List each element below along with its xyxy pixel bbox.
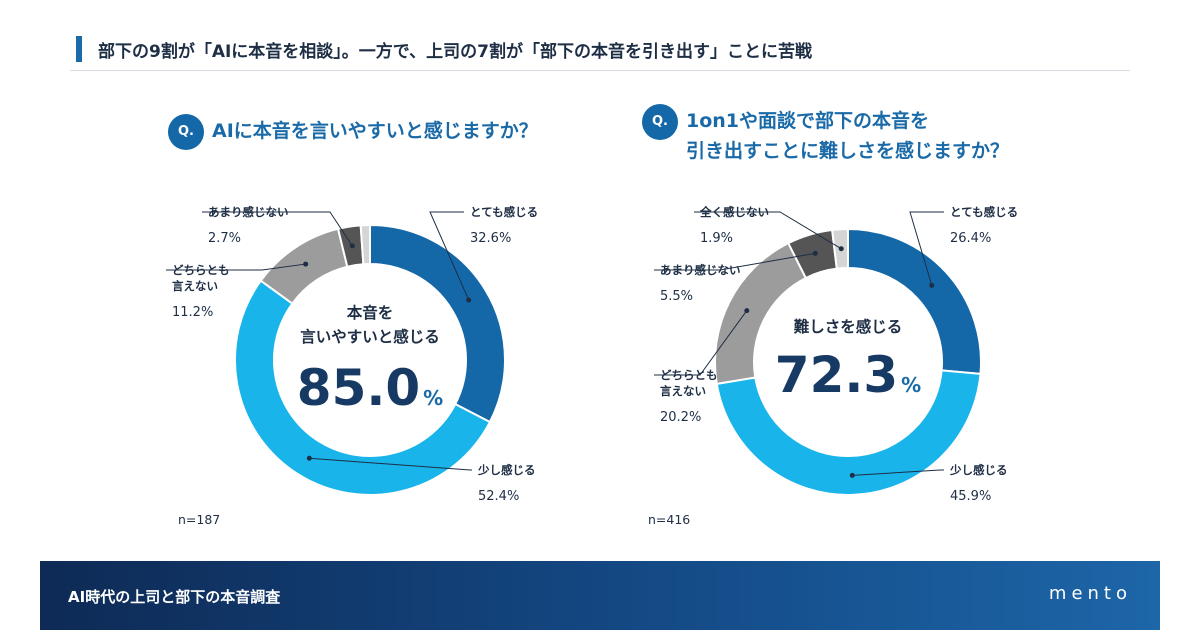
slice-value: 20.2% <box>660 410 701 425</box>
slice-value: 1.9% <box>700 231 733 246</box>
leader-dot <box>838 246 844 252</box>
leader-line <box>694 211 842 250</box>
slice-label: あまり感じない <box>208 205 289 219</box>
survey-title: AI時代の上司と部下の本音調査 <box>68 588 281 606</box>
slice-label: 言えない <box>172 279 218 293</box>
center-value: 72.3% <box>775 346 921 404</box>
slice-value: 45.9% <box>950 489 991 504</box>
question-title-line: AIに本音を言いやすいと感じますか？ <box>212 120 538 142</box>
question-title-line: 引き出すことに難しさを感じますか？ <box>686 140 1010 162</box>
leader-dot <box>929 282 935 288</box>
slice-label: 全く感じない <box>699 205 769 219</box>
slice-label: 少し感じる <box>949 463 1008 477</box>
leader-dot <box>303 261 309 267</box>
slice-value: 52.4% <box>478 489 519 504</box>
slice-label: どちらとも <box>172 263 230 277</box>
center-value-number: 72.3 <box>775 346 898 404</box>
brand-logo: mento <box>1048 583 1132 604</box>
donut-charts: とても感じる32.6%少し感じる52.4%どちらとも言えない11.2%あまり感じ… <box>166 205 1018 527</box>
leader-dot <box>849 472 855 478</box>
leader-dot <box>306 455 312 461</box>
slice-value: 26.4% <box>950 231 991 246</box>
leader-line <box>654 310 748 376</box>
leader-line <box>202 211 353 247</box>
leader-dot <box>349 243 355 249</box>
slice-label: 言えない <box>660 384 706 398</box>
donut-slice <box>715 369 982 496</box>
page-title: 部下の9割が「AIに本音を相談」。一方で、上司の7割が「部下の本音を引き出す」こ… <box>98 42 812 62</box>
sample-size: n=416 <box>648 512 690 527</box>
footer-banner: AI時代の上司と部下の本音調査 mento <box>40 561 1160 630</box>
center-value-number: 85.0 <box>297 359 420 417</box>
center-label: 難しさを感じる <box>794 317 903 336</box>
slice-label: どちらとも <box>660 368 718 382</box>
center-label: 本音を <box>347 303 394 322</box>
question-badge: Q. <box>168 114 204 150</box>
question-badge: Q. <box>642 104 678 140</box>
slice-value: 5.5% <box>660 289 693 304</box>
slice-value: 11.2% <box>172 305 213 320</box>
page-header: 部下の9割が「AIに本音を相談」。一方で、上司の7割が「部下の本音を引き出す」こ… <box>70 30 1130 71</box>
center-value: 85.0% <box>297 359 443 417</box>
center-label: 言いやすいと感じる <box>300 327 440 346</box>
slice-value: 32.6% <box>470 231 511 246</box>
center-value-unit: % <box>423 386 443 410</box>
leader-line <box>166 263 306 271</box>
slice-label: とても感じる <box>470 205 538 219</box>
leader-line <box>309 457 472 471</box>
slice-label: あまり感じない <box>660 263 741 277</box>
leader-dot <box>812 250 818 256</box>
leader-dot <box>744 308 750 314</box>
leader-line <box>429 211 470 301</box>
center-value-unit: % <box>901 373 921 397</box>
slice-value: 2.7% <box>208 231 241 246</box>
leader-line <box>852 469 944 476</box>
donut-slice <box>234 279 492 496</box>
sample-size: n=187 <box>178 512 220 527</box>
leader-line <box>654 252 816 271</box>
header-accent-bar <box>76 36 82 62</box>
donut-slice <box>359 223 371 266</box>
slice-label: 少し感じる <box>477 463 536 477</box>
leader-line <box>909 211 944 286</box>
question-title-line: 1on1や面談で部下の本音を <box>686 110 930 132</box>
leader-dot <box>466 297 472 303</box>
slice-label: とても感じる <box>950 205 1018 219</box>
